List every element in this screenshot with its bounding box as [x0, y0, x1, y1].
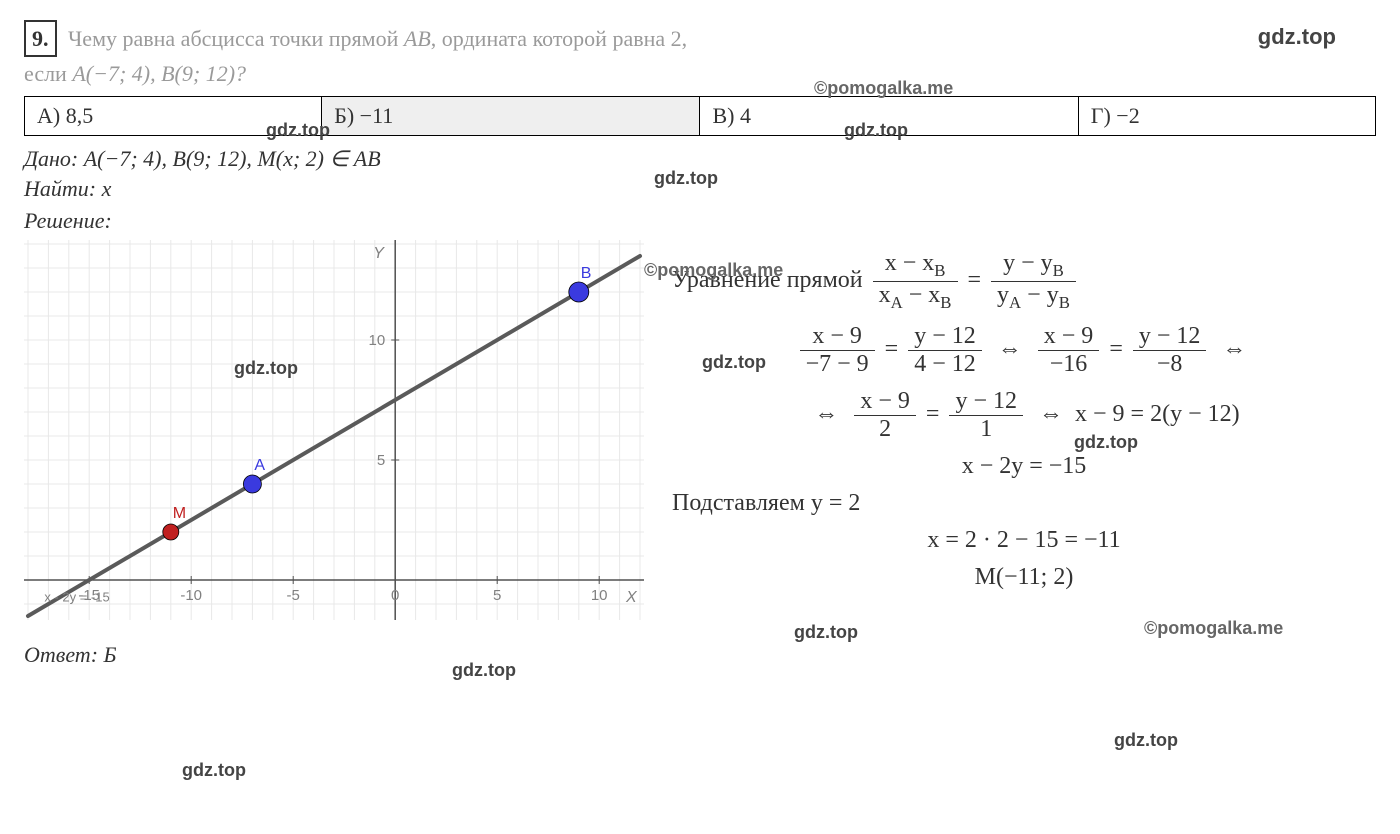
answer-label: Ответ — [24, 642, 91, 667]
math-subst: Подставляем y = 2 — [672, 490, 1376, 517]
math-step-3: x − 2y = −15 — [672, 453, 1376, 480]
s1f4n: y − 12 — [1133, 323, 1207, 351]
find-line: Найти: x — [24, 176, 1376, 202]
watermark-gdz-11: gdz.top — [182, 760, 246, 781]
answer-option-b: Б) −11 — [322, 97, 700, 136]
gf2-den-a: y — [997, 282, 1009, 308]
gf2-num: y − y — [1003, 250, 1053, 276]
answers-row: А) 8,5 Б) −11 В) 4 Г) −2 — [25, 97, 1376, 136]
page-container: gdz.top ©pomogalka.me gdz.top gdz.top gd… — [24, 20, 1376, 668]
s1f3d: −16 — [1038, 351, 1100, 378]
svg-text:A: A — [254, 457, 265, 474]
answer-option-c: В) 4 — [700, 97, 1078, 136]
find-text: : x — [89, 176, 112, 201]
answers-table: А) 8,5 Б) −11 В) 4 Г) −2 — [24, 96, 1376, 136]
gen-frac-1: x − xB xA − xB — [873, 250, 958, 313]
answer-option-a: А) 8,5 — [25, 97, 322, 136]
s1f1n: x − 9 — [800, 323, 875, 351]
math-result-2: M(−11; 2) — [672, 564, 1376, 591]
question-points: A(−7; 4), B(9; 12)? — [72, 61, 246, 86]
svg-text:B: B — [581, 265, 592, 282]
answer-option-d: Г) −2 — [1078, 97, 1375, 136]
question-var-ab: AB — [404, 26, 431, 51]
final-answer: Ответ: Б — [24, 642, 1376, 668]
find-label: Найти — [24, 176, 89, 201]
gf1-den-asub: A — [891, 293, 903, 312]
question-text-1a: Чему равна абсцисса точки прямой — [68, 26, 404, 51]
math-intro: Уравнение прямой x − xB xA − xB = y − yB… — [672, 250, 1376, 313]
answer-value: : Б — [91, 642, 117, 667]
math-column: Уравнение прямой x − xB xA − xB = y − yB… — [672, 240, 1376, 601]
svg-text:10: 10 — [369, 332, 386, 349]
math-step-2: ⇔ x − 92 = y − 121 ⇔ x − 9 = 2(y − 12) — [672, 388, 1376, 443]
gf1-num-sub: B — [934, 261, 945, 280]
gf1-den-b: − x — [903, 282, 941, 308]
gf2-den-bsub: B — [1059, 293, 1070, 312]
s1f4d: −8 — [1133, 351, 1207, 378]
question-text-2a: если — [24, 61, 72, 86]
gf2-den-asub: A — [1009, 293, 1021, 312]
svg-text:-10: -10 — [180, 587, 202, 604]
gf1-den-a: x — [879, 282, 891, 308]
given-text: : A(−7; 4), B(9; 12), M(x; 2) ∈ AB — [71, 146, 381, 171]
s2f1d: 2 — [854, 416, 916, 443]
gen-frac-2: y − yB yA − yB — [991, 250, 1076, 313]
math-intro-text: Уравнение прямой — [672, 267, 869, 293]
svg-text:10: 10 — [591, 587, 608, 604]
subst-label: Подставляем — [672, 490, 811, 516]
s2rhs: x − 9 = 2(y − 12) — [1075, 401, 1240, 427]
svg-text:5: 5 — [377, 452, 385, 469]
s1f2d: 4 − 12 — [908, 351, 982, 378]
s2f2d: 1 — [949, 416, 1023, 443]
subst-eq: y = 2 — [811, 490, 861, 516]
math-step-1: x − 9−7 − 9 = y − 124 − 12 ⇔ x − 9−16 = … — [672, 323, 1376, 378]
svg-text:0: 0 — [391, 587, 399, 604]
solution-row: -15-10-50510510YXx - 2y = -15MAB Уравнен… — [24, 240, 1376, 626]
graph-svg: -15-10-50510510YXx - 2y = -15MAB — [24, 240, 644, 620]
gf1-num: x − x — [885, 250, 935, 276]
question-number: 9. — [24, 20, 57, 57]
svg-text:M: M — [173, 505, 186, 522]
s1f1d: −7 − 9 — [800, 351, 875, 378]
svg-text:X: X — [625, 589, 638, 606]
s2f1n: x − 9 — [854, 388, 916, 416]
given-label: Дано — [24, 146, 71, 171]
math-result-1: x = 2 · 2 − 15 = −11 — [672, 527, 1376, 554]
s1f3n: x − 9 — [1038, 323, 1100, 351]
gf1-den-bsub: B — [940, 293, 951, 312]
question-text-1b: , ордината которой равна 2, — [431, 26, 687, 51]
s1f2n: y − 12 — [908, 323, 982, 351]
solution-label: Решение: — [24, 208, 1376, 234]
svg-text:-5: -5 — [287, 587, 300, 604]
watermark-gdz-10: gdz.top — [1114, 730, 1178, 751]
gf2-den-b: − y — [1021, 282, 1059, 308]
svg-text:5: 5 — [493, 587, 501, 604]
question-header: 9. Чему равна абсцисса точки прямой AB, … — [24, 20, 1376, 90]
given-line: Дано: A(−7; 4), B(9; 12), M(x; 2) ∈ AB — [24, 146, 1376, 172]
gf2-num-sub: B — [1053, 261, 1064, 280]
svg-text:Y: Y — [373, 245, 385, 262]
graph-container: -15-10-50510510YXx - 2y = -15MAB — [24, 240, 644, 626]
svg-text:x - 2y = -15: x - 2y = -15 — [44, 590, 109, 605]
s2f2n: y − 12 — [949, 388, 1023, 416]
